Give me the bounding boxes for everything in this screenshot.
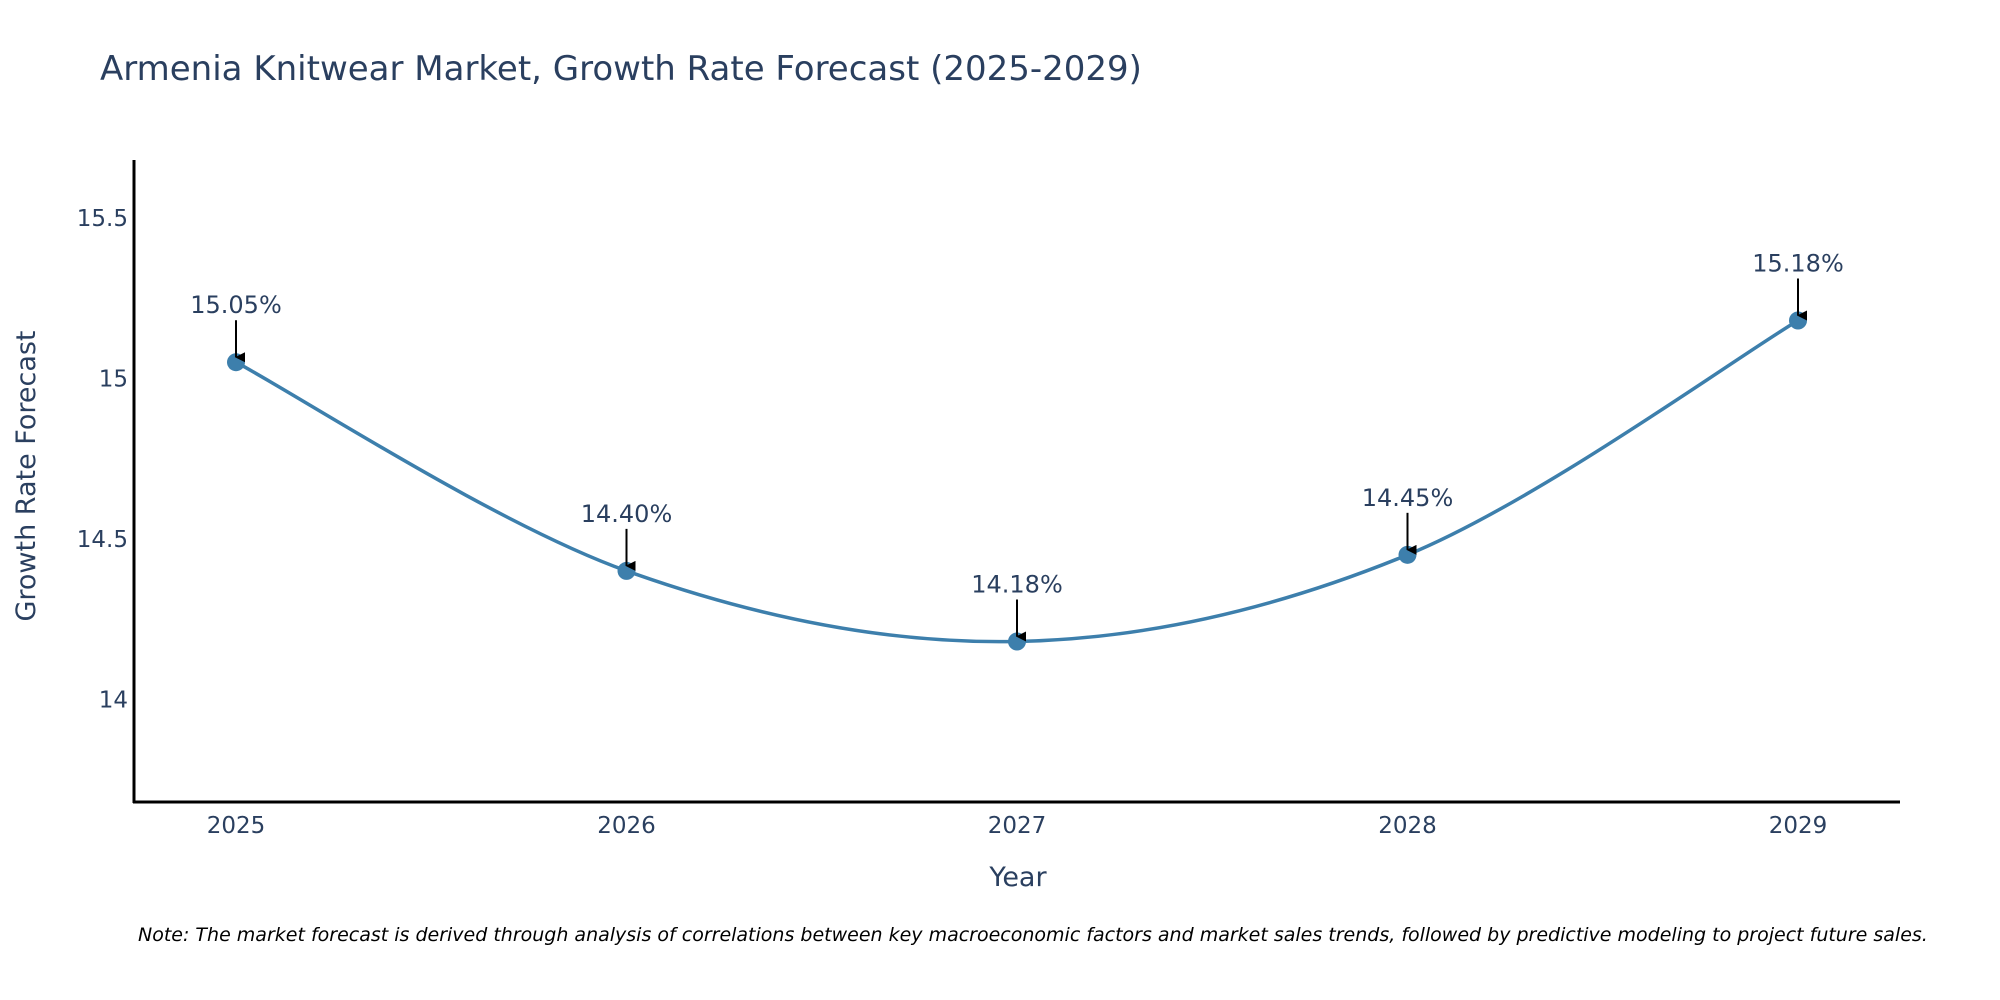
x-axis-ticks: 2025 2026 2027 2028 2029: [207, 813, 1828, 839]
data-label-2029: 15.18%: [1752, 250, 1844, 278]
x-tick-label-2029: 2029: [1769, 813, 1828, 839]
footnote: Note: The market forecast is derived thr…: [138, 924, 1928, 946]
x-tick-label-2025: 2025: [207, 813, 266, 839]
y-axis-ticks: 14 14.5 15 15.5: [77, 206, 128, 714]
x-axis-title: Year: [988, 862, 1047, 893]
data-label-2028: 14.45%: [1362, 484, 1454, 512]
y-tick-label: 15.5: [77, 206, 128, 232]
y-tick-label: 14: [99, 687, 128, 713]
data-label-2025: 15.05%: [190, 291, 282, 319]
plot-area: 15.05% 14.40% 14.18% 14.45% 15.18%: [190, 250, 1844, 651]
y-tick-label: 15: [99, 366, 128, 392]
data-label-2027: 14.18%: [971, 571, 1063, 599]
chart-title: Armenia Knitwear Market, Growth Rate For…: [100, 49, 1142, 89]
y-axis-title: Growth Rate Forecast: [11, 330, 42, 621]
x-tick-label-2027: 2027: [988, 813, 1047, 839]
data-label-2026: 14.40%: [581, 500, 673, 528]
y-tick-label: 14.5: [77, 527, 128, 553]
x-tick-label-2026: 2026: [597, 813, 656, 839]
x-tick-label-2028: 2028: [1378, 813, 1437, 839]
